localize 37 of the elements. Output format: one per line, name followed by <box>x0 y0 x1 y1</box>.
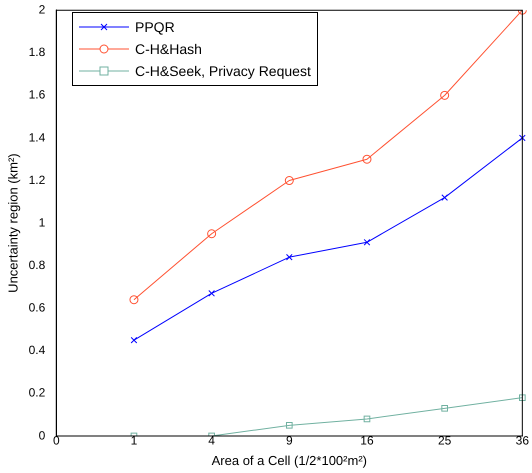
x-tick-label: 25 <box>438 434 452 448</box>
x-tick-label: 9 <box>286 434 293 448</box>
point <box>286 254 293 260</box>
point <box>362 154 372 164</box>
point <box>129 295 138 304</box>
y-tick-label: 1.8 <box>28 45 46 60</box>
point <box>284 176 294 186</box>
legend-label: PPQR <box>135 19 175 35</box>
point <box>518 394 526 402</box>
point <box>207 229 216 238</box>
y-tick-label: 0.6 <box>28 300 46 315</box>
y-tick-label: 0.4 <box>28 343 46 358</box>
y-tick-label: 1.2 <box>28 172 46 187</box>
point <box>364 416 370 422</box>
point <box>441 404 448 412</box>
y-tick-label: 0.8 <box>28 258 46 272</box>
x-tick-label: 4 <box>208 434 216 448</box>
legend-label: C-H&Seek, Privacy Request <box>135 63 311 79</box>
point <box>441 194 448 201</box>
legend-label: C-H&Hash <box>135 41 202 57</box>
point <box>518 134 526 142</box>
x-tick-label: 0 <box>52 434 60 448</box>
y-tick-label: 2 <box>38 2 46 17</box>
x-tick-label: 16 <box>360 434 374 448</box>
point <box>208 290 215 297</box>
y-tick-label: 1.4 <box>28 130 46 144</box>
point <box>130 336 138 344</box>
x-axis-title: Area of a Cell (1/2*100²m²) <box>212 452 367 468</box>
x-tick-label: 1 <box>130 434 138 448</box>
y-tick-label: 0.2 <box>28 386 46 400</box>
x-tick-label: 36 <box>516 434 530 448</box>
y-tick-label: 1 <box>38 215 46 230</box>
point <box>286 422 293 429</box>
point <box>364 238 370 246</box>
point <box>440 90 450 100</box>
y-axis-title: Uncertainty region (km²) <box>5 153 20 293</box>
y-tick-label: 1.6 <box>28 88 46 102</box>
